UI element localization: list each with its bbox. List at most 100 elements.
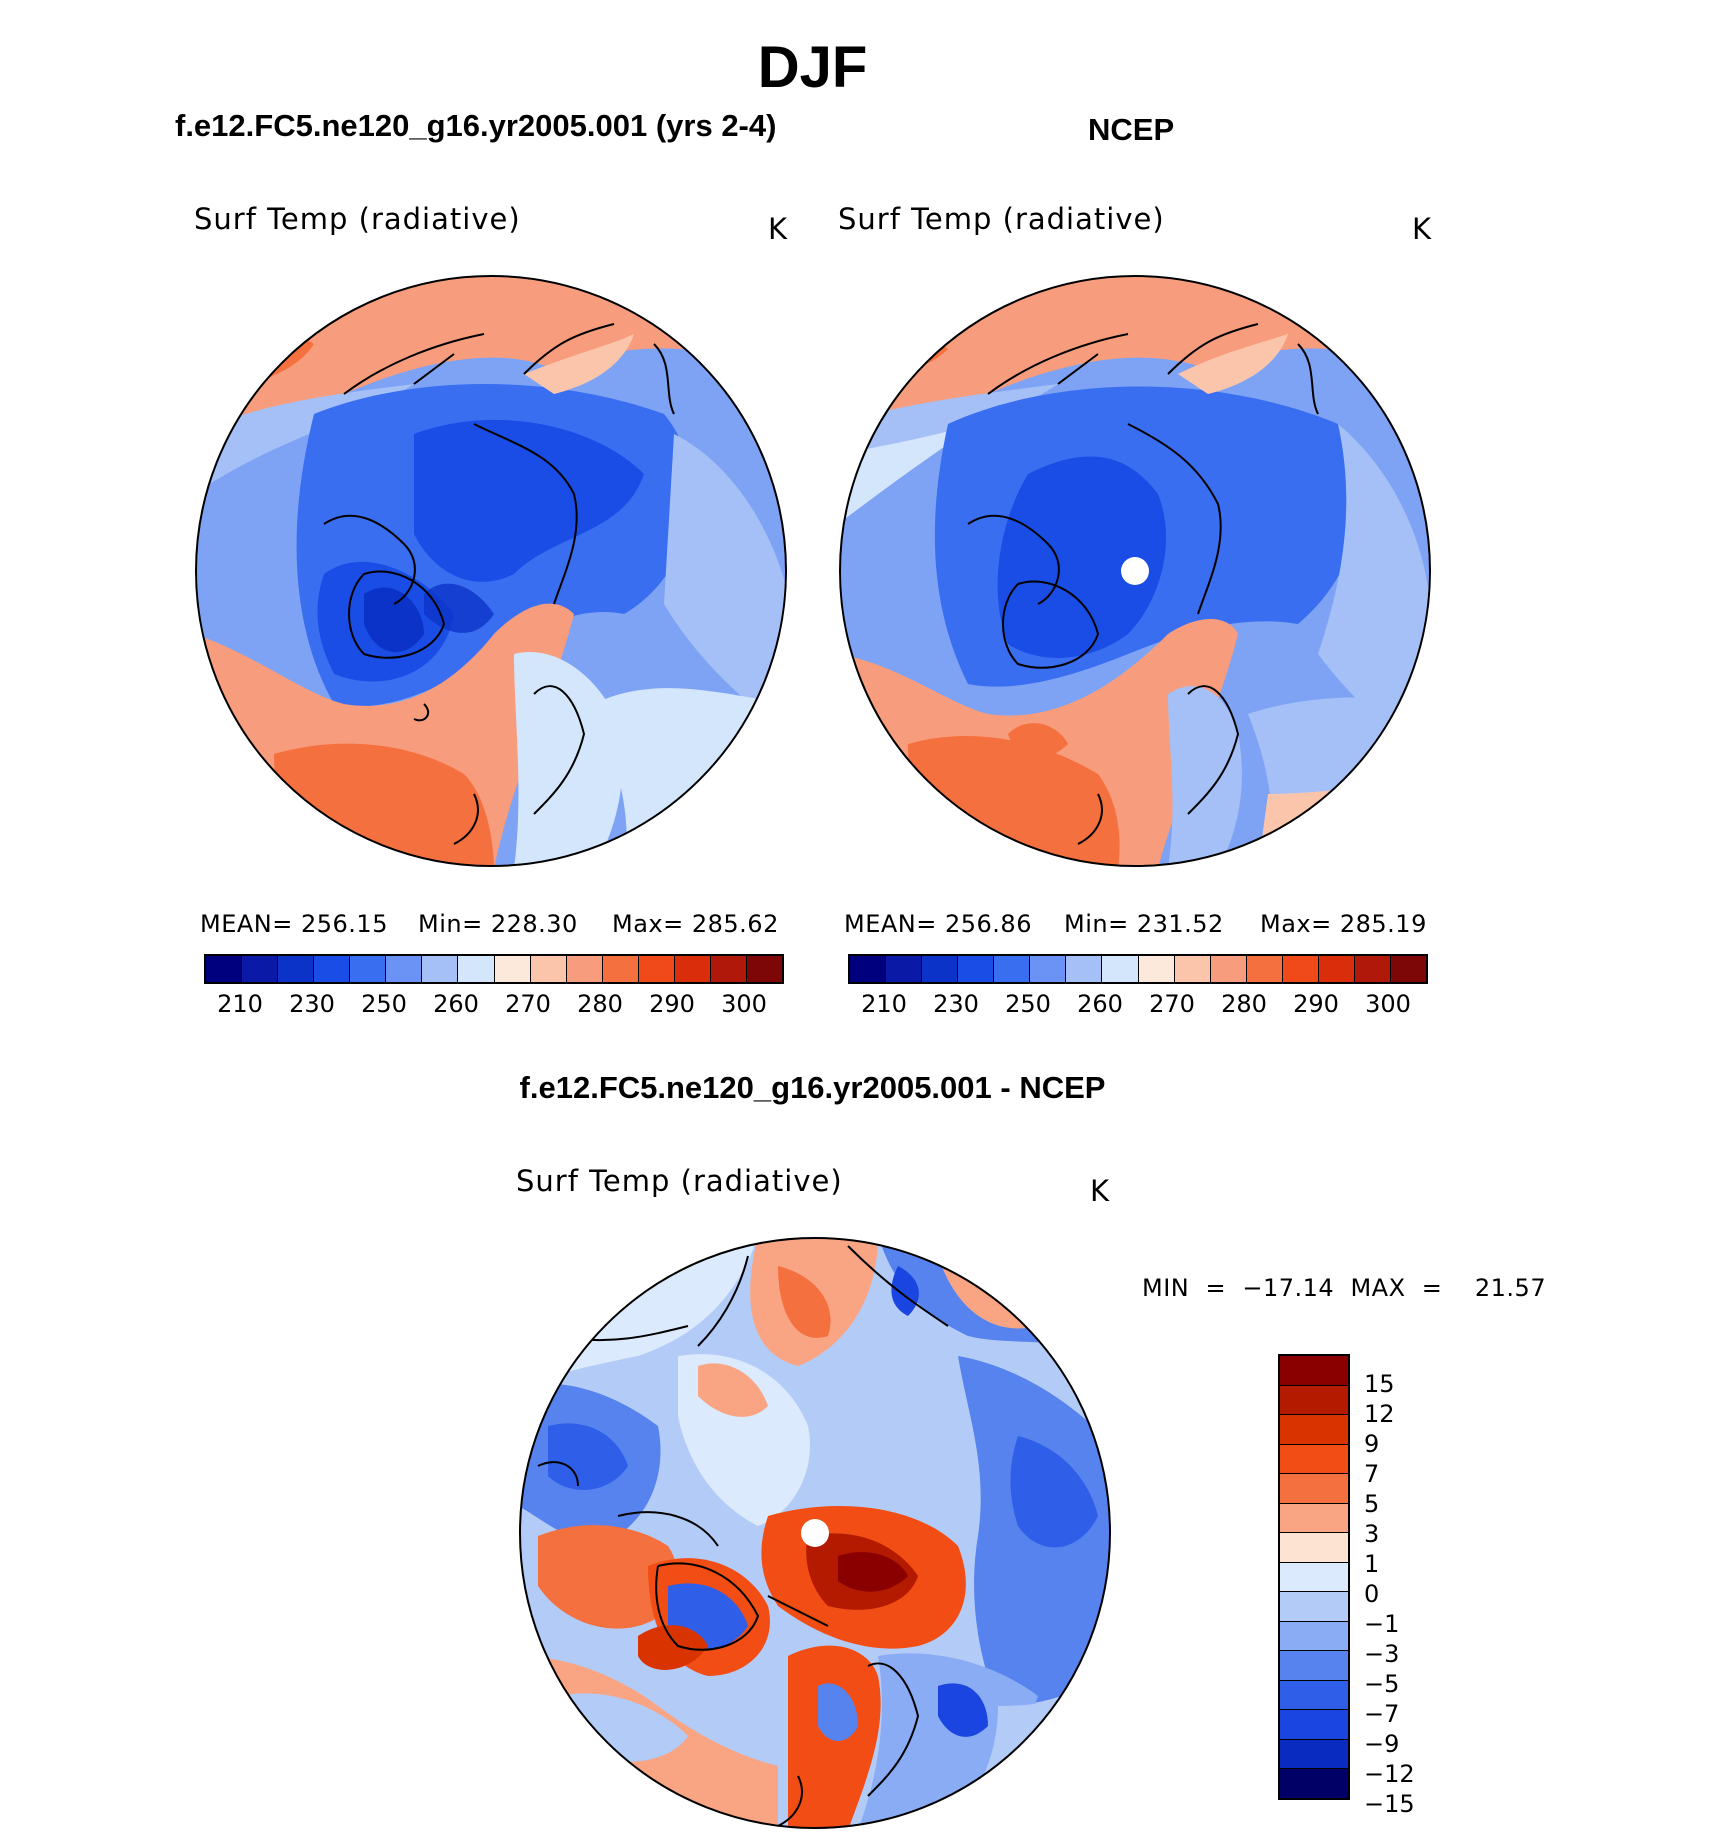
colorbar-swatch bbox=[1354, 956, 1391, 982]
colorbar-swatch bbox=[1280, 1385, 1348, 1415]
colorbar-tick-label: 1 bbox=[1364, 1550, 1380, 1578]
colorbar-swatch bbox=[1280, 1592, 1348, 1622]
colorbar-swatch bbox=[242, 956, 279, 982]
colorbar-swatch bbox=[386, 956, 423, 982]
colorbar-tick-label: 7 bbox=[1364, 1460, 1380, 1488]
colorbar-tick-label: 270 bbox=[505, 990, 551, 1018]
pole-missing-marker bbox=[1121, 557, 1149, 585]
diff-polar-map bbox=[519, 1237, 1111, 1829]
colorbar-tick-label: 270 bbox=[1149, 990, 1195, 1018]
model-variable-label: Surf Temp (radiative) bbox=[194, 202, 521, 236]
colorbar-swatch bbox=[1138, 956, 1175, 982]
colorbar-swatch bbox=[1066, 956, 1103, 982]
colorbar-tick-label: 250 bbox=[361, 990, 407, 1018]
model-colorbar-labels: 210 230 250 260 270 280 290 300 bbox=[204, 990, 780, 1020]
colorbar-tick-label: 9 bbox=[1364, 1430, 1380, 1458]
colorbar-swatch bbox=[422, 956, 459, 982]
diff-units-label: K bbox=[1090, 1174, 1110, 1208]
colorbar-swatch bbox=[1210, 956, 1247, 982]
colorbar-tick-label: 15 bbox=[1364, 1370, 1395, 1398]
colorbar-swatch bbox=[1280, 1651, 1348, 1681]
colorbar-swatch bbox=[850, 956, 887, 982]
colorbar-swatch bbox=[958, 956, 995, 982]
colorbar-tick-label: −15 bbox=[1364, 1790, 1415, 1818]
colorbar-tick-label: 280 bbox=[577, 990, 623, 1018]
colorbar-swatch bbox=[530, 956, 567, 982]
diff-min-max: MIN = −17.14 MAX = 21.57 bbox=[1142, 1274, 1547, 1302]
colorbar-tick-label: −9 bbox=[1364, 1730, 1400, 1758]
colorbar-tick-label: 300 bbox=[721, 990, 767, 1018]
model-polar-map bbox=[195, 275, 787, 867]
colorbar-swatch bbox=[1280, 1444, 1348, 1474]
obs-max: Max= 285.19 bbox=[1260, 910, 1427, 938]
diff-colorbar bbox=[1278, 1354, 1350, 1800]
colorbar-tick-label: 230 bbox=[289, 990, 335, 1018]
colorbar-swatch bbox=[494, 956, 531, 982]
colorbar-tick-label: 0 bbox=[1364, 1580, 1380, 1608]
pole-missing-marker bbox=[801, 1519, 829, 1547]
colorbar-tick-label: −1 bbox=[1364, 1610, 1400, 1638]
obs-min: Min= 231.52 bbox=[1064, 910, 1224, 938]
colorbar-tick-label: 290 bbox=[1293, 990, 1339, 1018]
colorbar-swatch bbox=[994, 956, 1031, 982]
colorbar-swatch bbox=[1280, 1680, 1348, 1710]
obs-polar-map bbox=[839, 275, 1431, 867]
colorbar-tick-label: 290 bbox=[649, 990, 695, 1018]
colorbar-swatch bbox=[458, 956, 495, 982]
colorbar-swatch bbox=[1280, 1356, 1348, 1386]
model-max: Max= 285.62 bbox=[612, 910, 779, 938]
colorbar-swatch bbox=[1282, 956, 1319, 982]
colorbar-swatch bbox=[1280, 1621, 1348, 1651]
colorbar-tick-label: −3 bbox=[1364, 1640, 1400, 1668]
colorbar-tick-label: 3 bbox=[1364, 1520, 1380, 1548]
colorbar-swatch bbox=[206, 956, 243, 982]
colorbar-swatch bbox=[1280, 1474, 1348, 1504]
colorbar-tick-label: 5 bbox=[1364, 1490, 1380, 1518]
colorbar-swatch bbox=[1280, 1533, 1348, 1563]
model-units-label: K bbox=[768, 212, 788, 246]
colorbar-tick-label: 210 bbox=[217, 990, 263, 1018]
colorbar-swatch bbox=[1174, 956, 1211, 982]
diff-panel-title: f.e12.FC5.ne120_g16.yr2005.001 - NCEP bbox=[519, 1070, 1106, 1105]
model-min: Min= 228.30 bbox=[418, 910, 578, 938]
obs-panel-title: NCEP bbox=[1088, 112, 1175, 147]
colorbar-swatch bbox=[278, 956, 315, 982]
colorbar-swatch bbox=[1280, 1503, 1348, 1533]
model-mean: MEAN= 256.15 bbox=[200, 910, 388, 938]
colorbar-swatch bbox=[746, 956, 782, 982]
colorbar-swatch bbox=[710, 956, 747, 982]
colorbar-tick-label: 12 bbox=[1364, 1400, 1395, 1428]
colorbar-tick-label: 230 bbox=[933, 990, 979, 1018]
diff-colorbar-labels: 15 12 9 7 5 3 1 0 −1 −3 −5 −7 −9 −12 −15 bbox=[1364, 1354, 1464, 1818]
colorbar-swatch bbox=[314, 956, 351, 982]
colorbar-swatch bbox=[1280, 1739, 1348, 1769]
figure-title: DJF bbox=[757, 35, 868, 100]
colorbar-swatch bbox=[1280, 1415, 1348, 1445]
colorbar-tick-label: 280 bbox=[1221, 990, 1267, 1018]
colorbar-swatch bbox=[886, 956, 923, 982]
diff-variable-label: Surf Temp (radiative) bbox=[516, 1164, 843, 1198]
colorbar-swatch bbox=[1280, 1710, 1348, 1740]
colorbar-swatch bbox=[1102, 956, 1139, 982]
colorbar-tick-label: 250 bbox=[1005, 990, 1051, 1018]
colorbar-swatch bbox=[350, 956, 387, 982]
colorbar-tick-label: −12 bbox=[1364, 1760, 1415, 1788]
colorbar-swatch bbox=[674, 956, 711, 982]
colorbar-tick-label: 260 bbox=[1077, 990, 1123, 1018]
obs-variable-label: Surf Temp (radiative) bbox=[838, 202, 1165, 236]
colorbar-swatch bbox=[1246, 956, 1283, 982]
obs-mean: MEAN= 256.86 bbox=[844, 910, 1032, 938]
model-panel-title: f.e12.FC5.ne120_g16.yr2005.001 (yrs 2-4) bbox=[175, 108, 777, 143]
colorbar-swatch bbox=[1390, 956, 1426, 982]
obs-units-label: K bbox=[1412, 212, 1432, 246]
colorbar-swatch bbox=[638, 956, 675, 982]
colorbar-tick-label: 210 bbox=[861, 990, 907, 1018]
colorbar-swatch bbox=[1030, 956, 1067, 982]
colorbar-tick-label: −5 bbox=[1364, 1670, 1400, 1698]
model-colorbar bbox=[204, 954, 784, 984]
obs-colorbar-labels: 210 230 250 260 270 280 290 300 bbox=[848, 990, 1424, 1020]
colorbar-tick-label: −7 bbox=[1364, 1700, 1400, 1728]
obs-colorbar bbox=[848, 954, 1428, 984]
colorbar-tick-label: 300 bbox=[1365, 990, 1411, 1018]
colorbar-swatch bbox=[922, 956, 959, 982]
